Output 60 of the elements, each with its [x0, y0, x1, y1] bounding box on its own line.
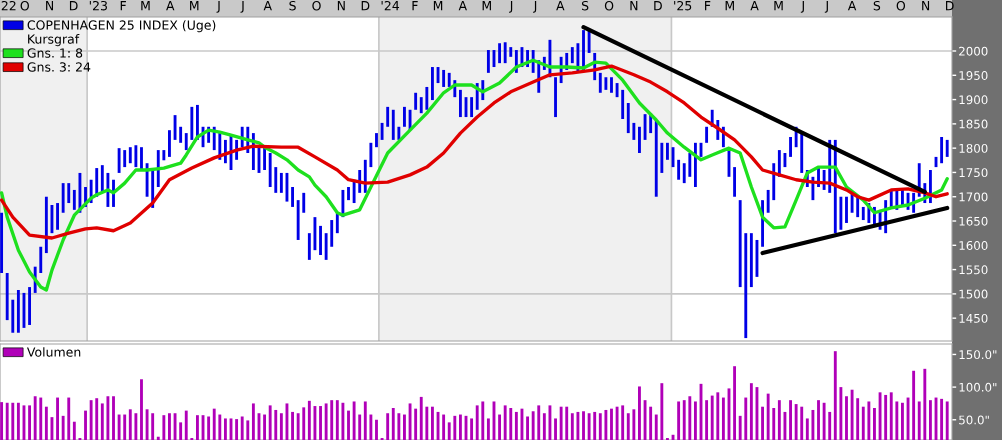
- x-tick-label: A: [847, 1, 857, 11]
- legend-title: Kursgraf: [28, 34, 80, 47]
- x-tick-label: M: [725, 1, 734, 11]
- y-tick-label: 1700: [959, 192, 988, 202]
- x-tick-label: S: [873, 0, 881, 11]
- x-tick-label: S: [581, 0, 589, 11]
- x-tick-label: O: [604, 0, 614, 11]
- y-tick-label: 1900: [959, 95, 988, 105]
- x-tick-label: J: [509, 1, 513, 13]
- x-tick-label: M: [141, 1, 150, 11]
- x-tick-label: M: [433, 1, 443, 11]
- x-tick-label: O: [896, 0, 906, 11]
- x-tick-label: J: [216, 1, 220, 13]
- legend-label: Gns. 1: 8: [27, 48, 83, 58]
- y-tick-label: 1600: [959, 241, 988, 250]
- y-tick-label: 150.0": [959, 350, 997, 360]
- legend-label: Gns. 3: 24: [27, 62, 91, 72]
- legend-label: Volumen: [26, 347, 81, 357]
- x-tick-label: A: [750, 1, 759, 11]
- x-tick-label: J: [800, 1, 804, 13]
- x-tick-label: D: [946, 1, 954, 11]
- x-tick-label: M: [482, 1, 491, 11]
- x-tick-label: J: [240, 1, 244, 13]
- x-tick-label: O: [312, 0, 321, 11]
- x-tick-label: J: [533, 1, 537, 13]
- x-tick-label: J: [824, 1, 828, 13]
- x-tick-label: O: [20, 0, 29, 11]
- x-tick-label: F: [705, 1, 711, 11]
- y-tick-label: 1550: [959, 265, 988, 275]
- x-tick-label: '25: [674, 0, 692, 11]
- x-tick-label: A: [166, 1, 175, 11]
- x-tick-label: F: [412, 1, 418, 11]
- y-tick-label: 1750: [959, 168, 988, 178]
- x-tick-label: F: [120, 1, 126, 11]
- x-tick-label: A: [263, 1, 272, 11]
- y-tick-label: 1450: [959, 313, 988, 323]
- y-tick-label: 1950: [959, 71, 988, 80]
- x-tick-label: '24: [381, 0, 400, 11]
- x-tick-label: D: [69, 1, 78, 11]
- x-tick-label: 22: [1, 0, 16, 11]
- x-tick-label: '23: [89, 0, 107, 11]
- y-tick-label: 1850: [959, 119, 988, 129]
- x-tick-label: M: [190, 1, 199, 11]
- y-tick-label: 2000: [959, 46, 988, 56]
- x-tick-label: N: [46, 1, 54, 11]
- x-tick-label: N: [630, 1, 638, 11]
- legend-label: COPENHAGEN 25 INDEX (Uge): [27, 20, 216, 33]
- x-tick-label: A: [458, 1, 467, 11]
- x-tick-label: A: [556, 1, 565, 11]
- y-tick-label: 50.0": [959, 415, 989, 425]
- x-tick-label: D: [361, 1, 370, 11]
- x-tick-label: N: [337, 1, 345, 11]
- x-tick-label: S: [289, 0, 296, 11]
- y-tick-label: 1650: [959, 216, 988, 226]
- x-tick-label: D: [654, 1, 662, 11]
- x-tick-label: N: [922, 1, 930, 11]
- x-tick-label: M: [774, 1, 783, 11]
- y-tick-label: 1500: [959, 289, 988, 299]
- y-tick-label: 100.0": [959, 382, 997, 392]
- y-tick-label: 1800: [959, 143, 988, 153]
